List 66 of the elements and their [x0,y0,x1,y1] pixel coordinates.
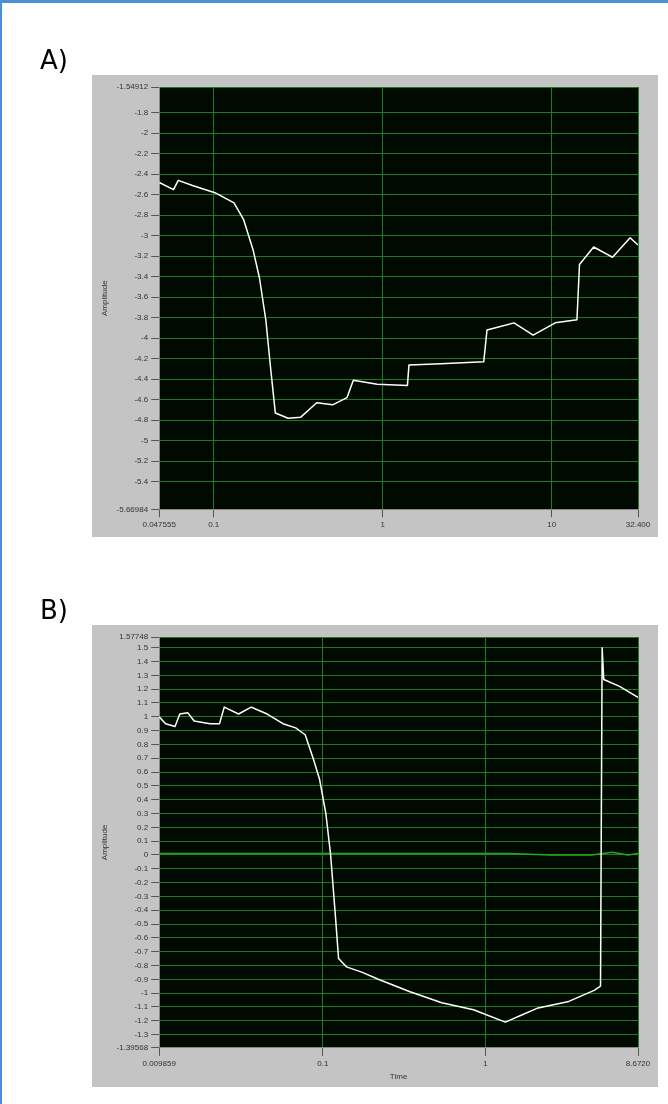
y-tick-label: -1.3 [134,1029,149,1039]
y-tick-label: -3 [141,230,149,240]
x-tick-label: 0.009859 [142,1058,177,1068]
y-tick-label: -1.8 [134,107,149,117]
y-tick-label: 0.5 [137,781,149,791]
y-tick-label: -4.8 [134,415,149,425]
y-tick-label: -3.2 [134,251,149,261]
y-tick-label: -0.2 [134,877,149,887]
y-tick-label: 1 [143,711,149,721]
y-tick-label: -3.4 [134,271,149,281]
y-tick-label: -0.1 [134,863,149,873]
y-tick-label: -4.4 [134,374,149,384]
y-tick-label: -5.66984 [116,504,149,514]
x-tick-label: 0.047555 [142,520,177,530]
y-tick-label: -1.2 [134,1015,149,1025]
y-tick-label: -4.2 [134,353,149,363]
y-tick-label: 0.9 [137,725,149,735]
y-tick-label: 0.7 [137,753,149,763]
y-tick-label: -0.3 [134,891,149,901]
y-tick-label: 1.1 [137,698,149,708]
x-tick-label: 10 [547,520,557,530]
y-tick-label: -1.39568 [116,1043,149,1052]
y-tick-label: -2 [141,128,149,138]
x-tick-label: 8.6720 [625,1058,651,1068]
y-axis-title: Amplitude [100,279,109,316]
y-tick-label: -2.2 [134,148,149,158]
y-tick-label: 0.3 [137,808,149,818]
y-tick-label: 0.6 [137,767,149,777]
y-tick-label: -0.7 [134,946,149,956]
y-tick-label: -5.4 [134,476,149,486]
y-tick-label: -0.8 [134,960,149,970]
y-tick-label: -1.1 [134,1002,149,1012]
x-tick-label: 0.1 [317,1058,329,1068]
y-tick-label: -0.4 [134,905,149,915]
y-tick-label: -0.9 [134,974,149,984]
y-tick-label: 0.2 [137,822,149,832]
y-tick-label: -1 [141,988,149,998]
y-tick-label: 1.2 [137,684,149,694]
y-tick-label: 1.4 [137,656,149,666]
y-tick-label: -2.4 [134,169,149,179]
x-axis-title: Time [389,1072,408,1082]
y-tick-label: 0.1 [137,836,149,846]
chart-title: A) [40,45,68,75]
y-tick-label: -4.6 [134,394,149,404]
y-tick-label: 1.3 [137,670,149,680]
y-tick-label: 0.8 [137,739,149,749]
x-tick-label: 1 [483,1058,489,1068]
x-tick-label: 0.1 [208,520,220,530]
y-tick-label: -5.2 [134,456,149,466]
y-tick-label: -1.54912 [116,82,149,92]
y-tick-label: -2.6 [134,189,149,199]
y-tick-label: -3.8 [134,312,149,322]
y-tick-label: -0.5 [134,919,149,929]
y-tick-label: 1.5 [137,642,149,652]
y-axis-title: Amplitude [100,824,109,861]
y-tick-label: 0.4 [137,794,149,804]
y-tick-label: 0 [143,850,149,860]
x-tick-label: 32.400 [625,520,651,530]
y-tick-label: -2.8 [134,210,149,220]
y-tick-label: -3.6 [134,292,149,302]
y-tick-label: -4 [141,333,149,343]
x-tick-label: 1 [380,520,386,530]
y-tick-label: -5 [141,435,149,445]
y-tick-label: -0.6 [134,933,149,943]
chart-title: B) [40,595,68,625]
y-tick-label: 1.57748 [119,632,149,642]
